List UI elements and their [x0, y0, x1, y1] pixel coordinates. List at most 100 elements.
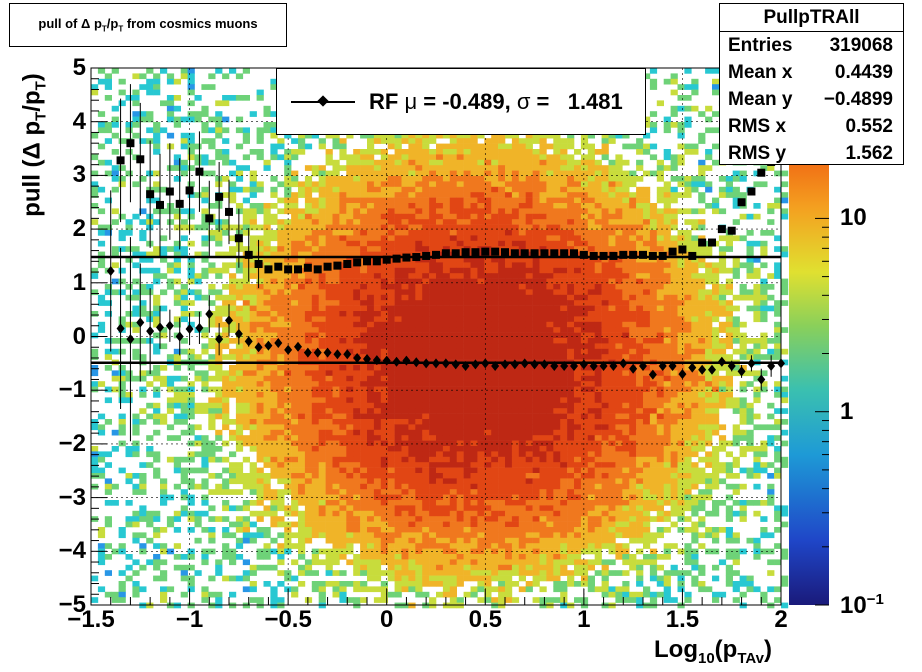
heatmap-cell [677, 95, 685, 101]
heatmap-cell [360, 203, 368, 209]
heatmap-cell [574, 186, 582, 193]
heatmap-cell [553, 289, 561, 296]
heatmap-cell [498, 375, 506, 382]
heatmap-cell [670, 262, 678, 269]
heatmap-cell [539, 402, 547, 409]
heatmap-cell [436, 219, 444, 225]
heatmap-cell [456, 386, 464, 393]
heatmap-cell [229, 365, 237, 371]
heatmap-cell [360, 332, 368, 339]
heatmap-cell [311, 235, 319, 242]
heatmap-cell [194, 278, 202, 285]
heatmap-cell [477, 170, 485, 177]
heatmap-cell [97, 262, 106, 269]
heatmap-cell [408, 327, 416, 333]
heatmap-cell [463, 267, 471, 274]
heatmap-cell [235, 165, 244, 171]
heatmap-cell [567, 365, 575, 371]
heatmap-cell [622, 316, 630, 323]
heatmap-cell [456, 343, 464, 350]
heatmap-cell [367, 251, 375, 258]
heatmap-cell [580, 429, 589, 436]
heatmap-cell [656, 278, 664, 285]
heatmap-cell [505, 413, 513, 420]
heatmap-cell [477, 203, 485, 209]
heatmap-cell [415, 186, 423, 193]
heatmap-cell [97, 159, 106, 166]
heatmap-cell [132, 289, 140, 296]
heatmap-cell [484, 381, 492, 387]
heatmap-cell [291, 246, 299, 252]
heatmap-cell [781, 181, 789, 188]
heatmap-cell [567, 386, 575, 393]
heatmap-cell [739, 397, 747, 404]
heatmap-cell [484, 316, 492, 323]
heatmap-cell [139, 138, 147, 144]
heatmap-cell [346, 267, 354, 274]
heatmap-cell [546, 327, 554, 333]
heatmap-cell [360, 370, 368, 377]
heatmap-cell [622, 419, 630, 425]
heatmap-cell [311, 424, 319, 431]
heatmap-cell [104, 338, 112, 344]
heatmap-cell [394, 381, 402, 387]
heatmap-cell [643, 246, 651, 252]
heatmap-cell [518, 375, 526, 382]
heatmap-cell [187, 300, 195, 306]
heatmap-cell [525, 321, 533, 328]
heatmap-cell [442, 321, 451, 328]
heatmap-cell [291, 219, 299, 225]
heatmap-cell [746, 348, 754, 355]
heatmap-cell [201, 213, 209, 220]
heatmap-cell [360, 213, 368, 220]
heatmap-cell [104, 84, 112, 90]
heatmap-cell [284, 197, 292, 204]
heatmap-cell [235, 381, 244, 387]
heatmap-cell [173, 402, 181, 409]
heatmap-cell [298, 424, 306, 431]
heatmap-cell [470, 278, 478, 285]
heatmap-cell [463, 332, 471, 339]
heatmap-cell [408, 300, 416, 306]
heatmap-cell [346, 413, 354, 420]
heatmap-cell [518, 408, 526, 414]
heatmap-cell [594, 386, 602, 393]
heatmap-cell [442, 230, 451, 236]
heatmap-cell [401, 154, 409, 161]
heatmap-cell [394, 311, 402, 317]
heatmap-cell [201, 197, 209, 204]
heatmap-cell [463, 381, 471, 387]
heatmap-cell [456, 413, 464, 420]
heatmap-cell [249, 186, 257, 193]
heatmap-cell [360, 381, 368, 387]
heatmap-cell [304, 165, 313, 171]
heatmap-cell [567, 305, 575, 312]
heatmap-cell [629, 208, 637, 215]
heatmap-cell [574, 429, 582, 436]
heatmap-cell [353, 338, 361, 344]
heatmap-cell [629, 262, 637, 269]
heatmap-cell [691, 392, 699, 398]
heatmap-cell [580, 154, 589, 161]
heatmap-cell [408, 424, 416, 431]
heatmap-cell [415, 375, 423, 382]
heatmap-cell [505, 208, 513, 215]
heatmap-cell [166, 424, 175, 431]
heatmap-cell [222, 327, 230, 333]
heatmap-cell [380, 197, 388, 204]
heatmap-cell [746, 338, 754, 344]
heatmap-cell [387, 311, 395, 317]
heatmap-cell [360, 294, 368, 301]
heatmap-cell [518, 278, 526, 285]
heatmap-cell [491, 230, 499, 236]
heatmap-cell [180, 300, 188, 306]
heatmap-cell [463, 375, 471, 382]
heatmap-cell [629, 170, 637, 177]
heatmap-cell [291, 327, 299, 333]
heatmap-cell [636, 159, 644, 166]
heatmap-cell [649, 311, 658, 317]
heatmap-cell [270, 203, 278, 209]
heatmap-cell [360, 365, 368, 371]
heatmap-cell [263, 375, 271, 382]
heatmap-cell [636, 294, 644, 301]
